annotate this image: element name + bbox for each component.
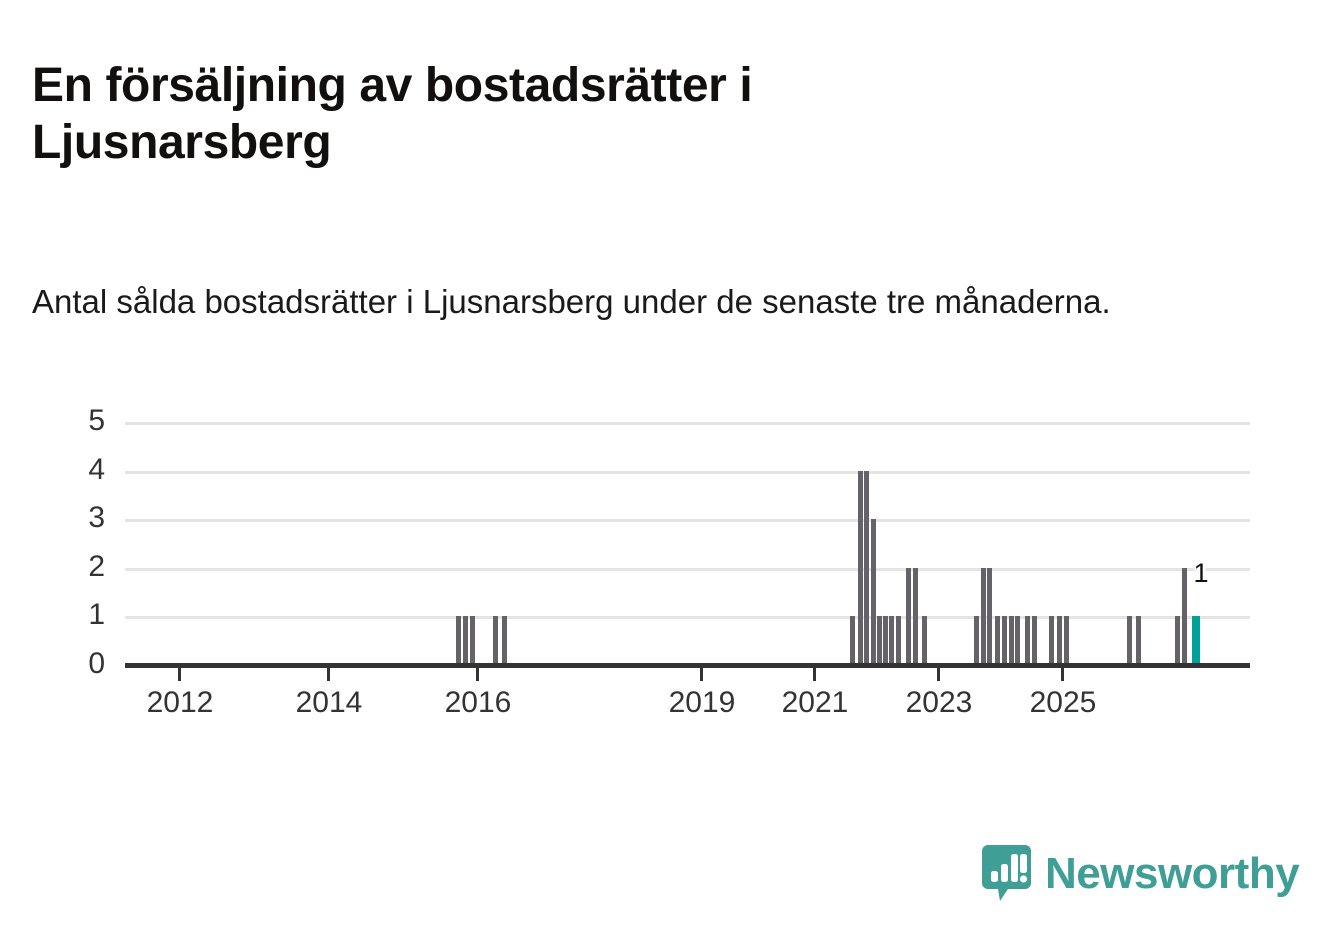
bar-chart: 1 5 4 3 2 1 0 2012 2014 2016 2019 2021 2023 2025 [0,392,1322,742]
x-axis-tick-mark [700,668,703,681]
y-axis-tick-label: 2 [88,549,105,583]
bar [1057,616,1062,665]
x-axis-tick-label: 2019 [668,686,736,719]
bar [463,616,468,665]
x-axis-tick-mark [327,668,330,681]
x-axis-tick-label: 2012 [146,686,214,719]
x-axis-line [125,663,1250,668]
bar [896,616,901,665]
y-axis-tick-label: 3 [88,501,105,535]
bar [1064,616,1069,665]
page-title: En försäljning av bostadsrätter i Ljusna… [32,59,753,169]
x-axis-tick-mark [1061,668,1064,681]
chart-subtitle: Antal sålda bostadsrätter i Ljusnarsberg… [32,283,1111,320]
bar [922,616,927,665]
bar [906,567,911,665]
bar [883,616,888,665]
bar [913,567,918,665]
gridline [125,422,1250,425]
x-axis-tick-mark [813,668,816,681]
bar [1136,616,1141,665]
x-axis-tick-mark [476,668,479,681]
gridline [125,470,1250,474]
bar [456,616,461,665]
bar [858,470,863,665]
y-axis-tick-label: 5 [88,404,105,437]
bar [1175,616,1180,665]
newsworthy-wordmark: Newsworthy [1045,848,1300,898]
plot-area: 1 [125,422,1250,665]
bar [850,616,855,665]
newsworthy-bar-chart-bubble-icon [982,845,1031,902]
x-axis-tick-label: 2014 [295,686,363,719]
newsworthy-logo: Newsworthy [982,845,1300,902]
bar [493,616,498,665]
y-axis-tick-label: 0 [88,647,105,680]
bar [1015,616,1020,665]
gridline [125,519,1250,523]
bar-highlighted [1192,616,1200,665]
x-axis-tick-label: 2021 [781,686,849,719]
bar [974,616,979,665]
bar [470,616,475,665]
gridline [125,567,1250,571]
bar [502,616,507,665]
bar [1002,616,1007,665]
y-axis-tick-label: 4 [88,452,105,486]
bar [871,519,876,665]
bar [1182,567,1187,665]
bar [889,616,894,665]
bar [981,567,986,665]
bar [1032,616,1037,665]
x-axis-tick-label: 2016 [444,686,512,719]
y-axis-tick-label: 1 [88,598,105,632]
bar [1049,616,1054,665]
bar [1009,616,1014,665]
bar-value-label: 1 [1193,557,1209,588]
x-axis-tick-mark [937,668,940,681]
bar [877,616,882,665]
x-axis-tick-label: 2023 [905,686,973,719]
bar [1025,616,1030,665]
bar [987,567,992,665]
x-axis-tick-mark [178,668,181,681]
x-axis-tick-label: 2025 [1029,686,1097,719]
bar [1127,616,1132,665]
bar [995,616,1000,665]
bar [864,470,869,665]
gridline [125,616,1250,620]
